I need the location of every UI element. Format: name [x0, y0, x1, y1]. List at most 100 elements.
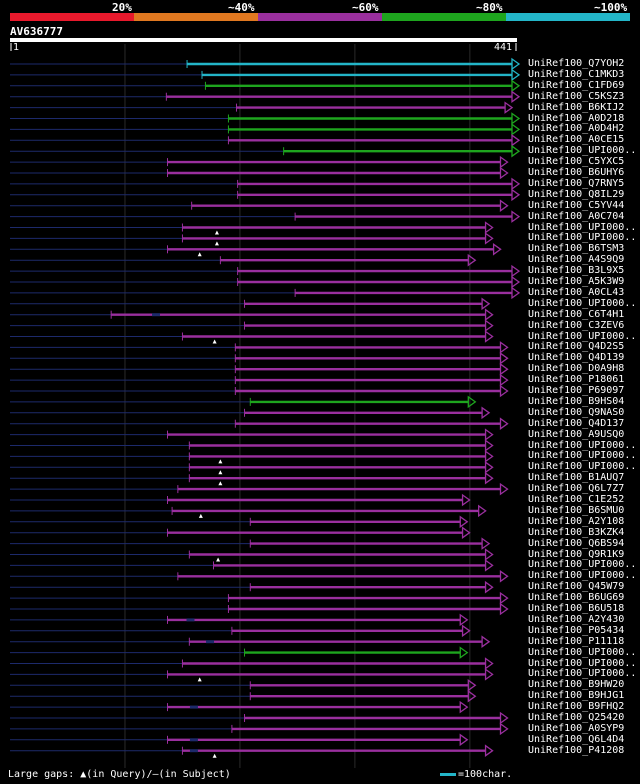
- hit-label[interactable]: UniRef100_Q6L4D4: [528, 733, 625, 745]
- hit-arrow: [499, 352, 509, 365]
- hit-label[interactable]: UniRef100_UPI000..: [528, 461, 637, 473]
- hit-label[interactable]: UniRef100_A5K3W9: [528, 276, 625, 287]
- hit-label[interactable]: UniRef100_B6U518: [528, 603, 625, 614]
- hit-label[interactable]: UniRef100_C5YV44: [528, 199, 625, 211]
- hit-label[interactable]: UniRef100_B3L9X5: [528, 265, 625, 277]
- hit-label[interactable]: UniRef100_P11118: [528, 635, 625, 647]
- hit-label[interactable]: UniRef100_B6KIJ2: [528, 101, 625, 113]
- hit-label[interactable]: UniRef100_UPI000..: [528, 145, 637, 157]
- hit-label[interactable]: UniRef100_Q6L7Z7: [528, 483, 625, 495]
- hit-arrow: [459, 515, 469, 529]
- hit-label[interactable]: UniRef100_B6TSM3: [528, 243, 625, 255]
- hit-label[interactable]: UniRef100_B6UG69: [528, 592, 625, 604]
- hit-label[interactable]: UniRef100_Q8IL29: [528, 188, 625, 200]
- hit-label[interactable]: UniRef100_UPI000..: [528, 330, 637, 342]
- hit-arrow: [499, 482, 509, 496]
- hit-label[interactable]: UniRef100_UPI000..: [528, 657, 637, 669]
- hit-arrow: [499, 602, 509, 616]
- hit-label[interactable]: UniRef100_A2Y108: [528, 515, 625, 527]
- hit-label[interactable]: UniRef100_Q25420: [528, 712, 625, 723]
- query-gap-icon: [212, 339, 217, 344]
- hit-arrow: [484, 559, 494, 572]
- hit-label[interactable]: UniRef100_D0A9H8: [528, 363, 625, 375]
- hit-label[interactable]: UniRef100_C1MKD3: [528, 68, 625, 80]
- hit-label[interactable]: UniRef100_UPI000..: [528, 646, 637, 658]
- hit-label[interactable]: UniRef100_Q7YOH2: [528, 58, 625, 69]
- hit-arrow: [484, 471, 494, 485]
- hit-arrow: [484, 580, 494, 594]
- hit-label[interactable]: UniRef100_UPI000..: [528, 570, 637, 582]
- hit-label[interactable]: UniRef100_B9FHQ2: [528, 701, 625, 713]
- hit-arrow: [499, 722, 509, 736]
- hit-label[interactable]: UniRef100_B3KZK4: [528, 526, 625, 538]
- hit-label[interactable]: UniRef100_A0CL43: [528, 286, 625, 298]
- hit-label[interactable]: UniRef100_A0D218: [528, 112, 625, 124]
- hit-label[interactable]: UniRef100_A0SYP9: [528, 722, 625, 734]
- hit-label[interactable]: UniRef100_UPI000..: [528, 668, 637, 680]
- hit-label[interactable]: UniRef100_Q9R1K9: [528, 548, 625, 560]
- hit-label[interactable]: UniRef100_B9HS04: [528, 395, 625, 407]
- hit-arrow: [499, 166, 509, 180]
- legend-subject-dash-icon: —: [152, 769, 159, 780]
- hit-label[interactable]: UniRef100_A9USQ0: [528, 428, 625, 440]
- hit-arrow: [511, 123, 521, 136]
- hit-arrow: [492, 243, 502, 256]
- hit-label[interactable]: UniRef100_A4S9Q9: [528, 254, 625, 266]
- hit-arrow: [459, 700, 469, 714]
- hit-label[interactable]: UniRef100_UPI000..: [528, 450, 637, 462]
- hit-label[interactable]: UniRef100_C5KSZ3: [528, 90, 625, 102]
- hit-label[interactable]: UniRef100_C3ZEV6: [528, 319, 625, 331]
- hit-label[interactable]: UniRef100_Q4D137: [528, 417, 625, 429]
- hit-label[interactable]: UniRef100_A0CE15: [528, 134, 625, 146]
- hit-label[interactable]: UniRef100_C5YXC5: [528, 156, 625, 168]
- hit-label[interactable]: UniRef100_B9HW20: [528, 679, 625, 691]
- hit-label[interactable]: UniRef100_B9HJG1: [528, 690, 625, 702]
- hit-arrow: [511, 112, 521, 125]
- hit-label[interactable]: UniRef100_Q45W79: [528, 581, 625, 593]
- hit-label[interactable]: UniRef100_B6UHY6: [528, 167, 625, 178]
- hit-arrow: [499, 362, 509, 376]
- hit-label[interactable]: UniRef100_UPI000..: [528, 559, 637, 571]
- hit-arrow: [511, 144, 521, 158]
- hit-label[interactable]: UniRef100_Q6BS94: [528, 537, 625, 549]
- hit-label[interactable]: UniRef100_C1E252: [528, 494, 625, 505]
- hit-label[interactable]: UniRef100_P69097: [528, 385, 625, 396]
- hit-label[interactable]: UniRef100_Q4D139: [528, 352, 625, 364]
- color-band-c40: [134, 13, 258, 21]
- hit-label[interactable]: UniRef100_A0D4H2: [528, 123, 625, 135]
- hit-arrow: [484, 221, 494, 234]
- hit-arrow: [478, 504, 487, 518]
- query-length-label: 441: [494, 42, 513, 53]
- hit-label[interactable]: UniRef100_Q4D2S5: [528, 341, 625, 353]
- hit-label[interactable]: UniRef100_P05434: [528, 624, 625, 636]
- hit-label[interactable]: UniRef100_C6T4H1: [528, 308, 625, 320]
- hit-arrow: [481, 297, 491, 311]
- hit-label[interactable]: UniRef100_Q7RNY5: [528, 177, 625, 189]
- hit-label[interactable]: UniRef100_A2Y430: [528, 613, 625, 625]
- hit-label[interactable]: UniRef100_UPI000..: [528, 439, 637, 451]
- hit-label[interactable]: UniRef100_Q9NAS0: [528, 406, 625, 418]
- hit-arrow: [484, 232, 494, 245]
- hit-label[interactable]: UniRef100_A0C704: [528, 210, 625, 222]
- hit-arrow: [467, 395, 477, 409]
- query-gap-icon: [197, 252, 202, 257]
- hit-arrow: [484, 657, 494, 670]
- hit-arrow: [511, 79, 521, 93]
- hit-label[interactable]: UniRef100_P41208: [528, 744, 625, 756]
- hit-label[interactable]: UniRef100_B6SMU0: [528, 504, 625, 516]
- hit-label[interactable]: UniRef100_UPI000..: [528, 297, 637, 309]
- hit-label[interactable]: UniRef100_P18061: [528, 374, 625, 386]
- pct-label-80: ~80%: [476, 1, 503, 14]
- hit-arrow: [484, 308, 494, 321]
- hit-arrow: [484, 319, 494, 332]
- query-gap-icon: [197, 677, 202, 682]
- hit-arrow: [481, 537, 491, 550]
- color-band-c80: [382, 13, 506, 21]
- legend-scale-label: =100char.: [458, 769, 513, 780]
- hit-label[interactable]: UniRef100_B1AUQ7: [528, 472, 625, 484]
- hit-arrow: [504, 101, 514, 114]
- hit-label[interactable]: UniRef100_C1FD69: [528, 79, 625, 91]
- scale-bar-icon: [440, 772, 456, 776]
- hit-label[interactable]: UniRef100_UPI000..: [528, 232, 637, 244]
- hit-label[interactable]: UniRef100_UPI000..: [528, 221, 637, 233]
